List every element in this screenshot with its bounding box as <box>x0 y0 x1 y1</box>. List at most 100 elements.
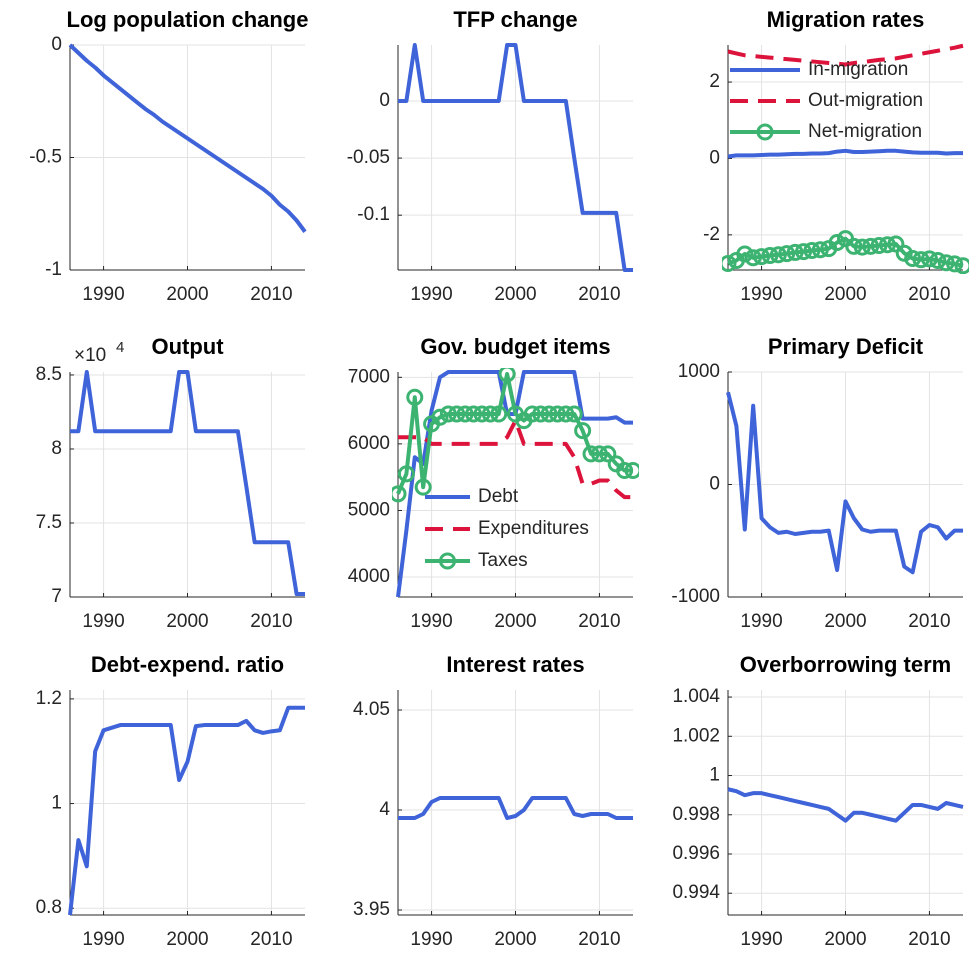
x-tick-label: 2000 <box>824 284 866 305</box>
legend-label: Out-migration <box>808 90 923 111</box>
y-tick-label: 0.8 <box>36 897 62 918</box>
chart-title: Migration rates <box>767 7 925 32</box>
data-marker <box>761 246 779 264</box>
legend-marker <box>756 123 774 141</box>
data-marker <box>845 237 863 255</box>
y-tick-label: 1 <box>51 793 62 814</box>
x-tick-label: 2000 <box>494 611 536 632</box>
chart-title: Overborrowing term <box>740 652 951 677</box>
y-tick-label: 4000 <box>348 566 390 587</box>
data-marker <box>532 405 550 423</box>
y-tick-label: 5000 <box>348 499 390 520</box>
y-tick-label: 2 <box>709 71 720 92</box>
x-tick-label: 2000 <box>166 284 208 305</box>
chart-title: Gov. budget items <box>420 334 610 359</box>
x-tick-label: 2000 <box>166 611 208 632</box>
data-marker <box>397 465 415 483</box>
y-tick-label: 7000 <box>348 366 390 387</box>
legend-label: Taxes <box>478 550 528 571</box>
y-tick-label: 0 <box>379 90 390 111</box>
data-marker <box>744 249 762 267</box>
y-tick-label: 1.004 <box>672 686 720 707</box>
chart-title: Interest rates <box>446 652 584 677</box>
data-marker <box>722 255 737 273</box>
data-marker <box>616 462 634 480</box>
data-marker <box>828 233 846 251</box>
y-tick-label: 1.002 <box>672 725 720 746</box>
data-marker <box>565 405 583 423</box>
data-marker <box>778 245 796 263</box>
data-marker <box>954 257 969 274</box>
y-tick-label: 6000 <box>348 433 390 454</box>
legend-marker <box>439 552 456 570</box>
data-marker <box>904 250 922 268</box>
data-marker <box>414 478 432 496</box>
data-marker <box>753 248 771 266</box>
data-marker <box>582 445 600 463</box>
data-marker <box>912 251 930 269</box>
data-marker <box>937 254 955 272</box>
legend-label: Debt <box>478 486 519 507</box>
data-line <box>727 787 964 823</box>
chart-title: Debt-expend. ratio <box>91 652 284 677</box>
legend-label: Expenditures <box>478 518 589 539</box>
data-marker <box>803 242 821 260</box>
data-line <box>398 796 633 820</box>
data-marker <box>456 405 474 423</box>
x-tick-label: 1990 <box>82 284 124 305</box>
x-tick-label: 2010 <box>250 284 292 305</box>
data-marker <box>439 405 457 423</box>
x-tick-label: 1990 <box>82 929 124 950</box>
data-marker <box>406 388 424 406</box>
data-marker <box>481 405 499 423</box>
data-marker <box>548 405 566 423</box>
data-line <box>398 43 633 272</box>
x-tick-label: 2010 <box>908 611 950 632</box>
y-exponent-base: ×10 <box>74 345 106 366</box>
data-line <box>727 148 963 159</box>
data-marker <box>448 405 466 423</box>
chart-title: TFP change <box>453 7 577 32</box>
x-tick-label: 2010 <box>250 929 292 950</box>
legend-label: In-migration <box>808 59 908 80</box>
y-tick-label: 0.996 <box>672 843 720 864</box>
x-tick-label: 1990 <box>82 611 124 632</box>
data-marker <box>590 445 608 463</box>
x-tick-label: 2010 <box>250 611 292 632</box>
y-tick-label: 0 <box>709 474 720 495</box>
y-tick-label: 4 <box>379 799 390 820</box>
x-tick-label: 1990 <box>740 611 782 632</box>
data-marker <box>557 405 575 423</box>
data-marker <box>392 485 407 503</box>
y-exponent-power: 4 <box>116 339 124 356</box>
data-marker <box>870 237 888 255</box>
chart-title: Log population change <box>67 7 309 32</box>
data-marker <box>795 243 813 261</box>
y-tick-label: -1 <box>45 259 62 280</box>
x-tick-label: 2010 <box>578 611 620 632</box>
y-tick-label: 1000 <box>678 361 720 382</box>
x-tick-label: 1990 <box>410 284 452 305</box>
data-line <box>68 43 307 233</box>
x-tick-label: 2010 <box>908 929 950 950</box>
data-marker <box>498 368 516 383</box>
data-marker <box>786 243 804 261</box>
chart-title: Primary Deficit <box>768 334 924 359</box>
data-marker <box>574 422 592 440</box>
chart-title: Output <box>151 334 224 359</box>
data-marker <box>920 250 938 268</box>
data-marker <box>878 236 896 254</box>
data-marker <box>523 405 541 423</box>
y-tick-label: -2 <box>703 224 720 245</box>
data-marker <box>887 235 905 253</box>
data-marker <box>473 405 491 423</box>
x-tick-label: 2000 <box>494 929 536 950</box>
data-line <box>726 391 963 575</box>
data-marker <box>946 255 964 273</box>
y-tick-label: -0.05 <box>347 147 390 168</box>
x-tick-label: 2010 <box>578 284 620 305</box>
data-marker <box>465 405 483 423</box>
y-tick-label: 0.994 <box>672 882 720 903</box>
x-tick-label: 2010 <box>908 284 950 305</box>
